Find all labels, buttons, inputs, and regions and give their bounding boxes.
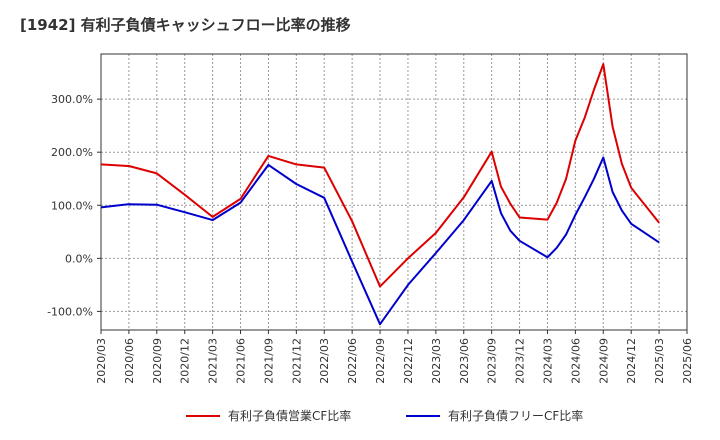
x-tick-label: 2021/03 bbox=[207, 338, 220, 384]
x-tick-label: 2022/12 bbox=[402, 338, 415, 384]
series-line-1 bbox=[100, 63, 660, 288]
legend-label-1: 有利子負債営業CF比率 bbox=[228, 408, 351, 423]
x-tick-label: 2024/03 bbox=[541, 338, 554, 384]
y-tick-label: -100.0% bbox=[47, 305, 93, 318]
y-axis-ticks: -100.0% 0.0% 100.0% 200.0% 300.0% bbox=[47, 93, 101, 318]
x-tick-label: 2024/12 bbox=[625, 338, 638, 384]
x-tick-label: 2023/06 bbox=[458, 338, 471, 384]
x-tick-label: 2020/06 bbox=[123, 338, 136, 384]
x-tick-label: 2023/03 bbox=[430, 338, 443, 384]
x-tick-label: 2021/12 bbox=[290, 338, 303, 384]
x-tick-label: 2021/06 bbox=[235, 338, 248, 384]
y-tick-label: 0.0% bbox=[65, 252, 93, 265]
x-tick-label: 2024/06 bbox=[569, 338, 582, 384]
x-tick-label: 2022/06 bbox=[346, 338, 359, 384]
x-axis-ticks: 2020/03 2020/06 2020/09 2020/12 2021/03 2021/… bbox=[95, 330, 694, 384]
x-tick-label: 2022/09 bbox=[374, 338, 387, 384]
x-tick-label: 2023/09 bbox=[486, 338, 499, 384]
x-tick-label: 2020/03 bbox=[95, 338, 108, 384]
legend: 有利子負債営業CF比率 有利子負債フリーCF比率 bbox=[186, 408, 583, 423]
legend-label-2: 有利子負債フリーCF比率 bbox=[448, 408, 583, 423]
series-lines bbox=[100, 63, 660, 326]
series-line-2 bbox=[100, 156, 660, 326]
x-tick-label: 2024/09 bbox=[597, 338, 610, 384]
x-tick-label: 2021/09 bbox=[262, 338, 275, 384]
y-tick-label: 200.0% bbox=[51, 146, 93, 159]
plot-frame bbox=[100, 53, 688, 331]
x-tick-label: 2020/09 bbox=[151, 338, 164, 384]
chart-title: [1942] 有利子負債キャッシュフロー比率の推移 bbox=[20, 16, 351, 34]
y-tick-label: 300.0% bbox=[51, 93, 93, 106]
x-tick-label: 2025/03 bbox=[653, 338, 666, 384]
plot-area bbox=[101, 54, 687, 330]
x-tick-label: 2025/06 bbox=[681, 338, 694, 384]
horizontal-grid bbox=[101, 98, 687, 312]
x-tick-label: 2023/12 bbox=[514, 338, 527, 384]
y-tick-label: 100.0% bbox=[51, 199, 93, 212]
x-tick-label: 2020/12 bbox=[179, 338, 192, 384]
x-tick-label: 2022/03 bbox=[318, 338, 331, 384]
